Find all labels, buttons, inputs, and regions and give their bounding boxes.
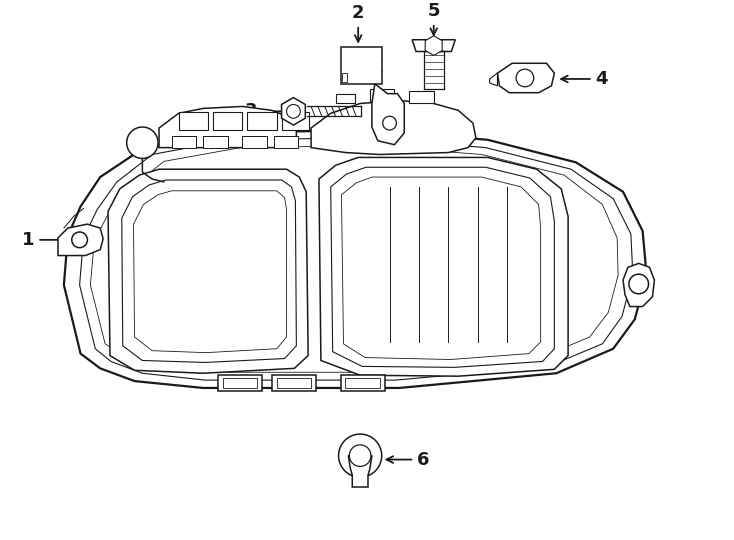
Polygon shape	[341, 46, 382, 84]
Text: 5: 5	[427, 2, 440, 35]
Polygon shape	[425, 36, 442, 56]
Polygon shape	[134, 191, 286, 353]
Polygon shape	[282, 98, 305, 125]
Circle shape	[516, 69, 534, 87]
Polygon shape	[335, 93, 355, 104]
Polygon shape	[274, 136, 298, 147]
Text: 6: 6	[387, 450, 429, 469]
Circle shape	[127, 127, 158, 158]
Polygon shape	[242, 136, 267, 147]
Polygon shape	[108, 169, 308, 373]
Polygon shape	[247, 112, 277, 130]
Polygon shape	[159, 106, 297, 147]
Polygon shape	[331, 167, 554, 367]
Polygon shape	[58, 224, 103, 255]
Circle shape	[72, 232, 87, 248]
Text: 3: 3	[244, 103, 291, 120]
Polygon shape	[178, 112, 208, 130]
Circle shape	[349, 445, 371, 467]
Polygon shape	[277, 378, 311, 388]
Polygon shape	[341, 177, 541, 360]
Polygon shape	[623, 264, 655, 307]
Circle shape	[286, 104, 300, 118]
Polygon shape	[490, 73, 498, 86]
Polygon shape	[223, 378, 257, 388]
Polygon shape	[122, 180, 297, 362]
Circle shape	[629, 274, 649, 294]
Polygon shape	[319, 158, 568, 376]
Polygon shape	[79, 138, 633, 380]
Polygon shape	[341, 375, 385, 391]
Polygon shape	[218, 375, 262, 391]
Polygon shape	[272, 375, 316, 391]
Polygon shape	[370, 89, 394, 100]
Text: 2: 2	[352, 4, 364, 42]
Polygon shape	[311, 100, 476, 154]
Circle shape	[382, 116, 396, 130]
Polygon shape	[213, 112, 242, 130]
Polygon shape	[412, 40, 455, 51]
Polygon shape	[172, 136, 196, 147]
Polygon shape	[90, 146, 618, 372]
Polygon shape	[349, 456, 372, 487]
Polygon shape	[203, 136, 228, 147]
Polygon shape	[282, 112, 309, 130]
Text: 1: 1	[22, 231, 71, 249]
Circle shape	[338, 434, 382, 477]
Text: 4: 4	[561, 70, 608, 88]
Polygon shape	[372, 84, 404, 145]
Polygon shape	[346, 378, 379, 388]
Polygon shape	[498, 63, 554, 93]
Polygon shape	[409, 91, 434, 103]
Polygon shape	[64, 130, 647, 388]
Polygon shape	[343, 73, 347, 82]
